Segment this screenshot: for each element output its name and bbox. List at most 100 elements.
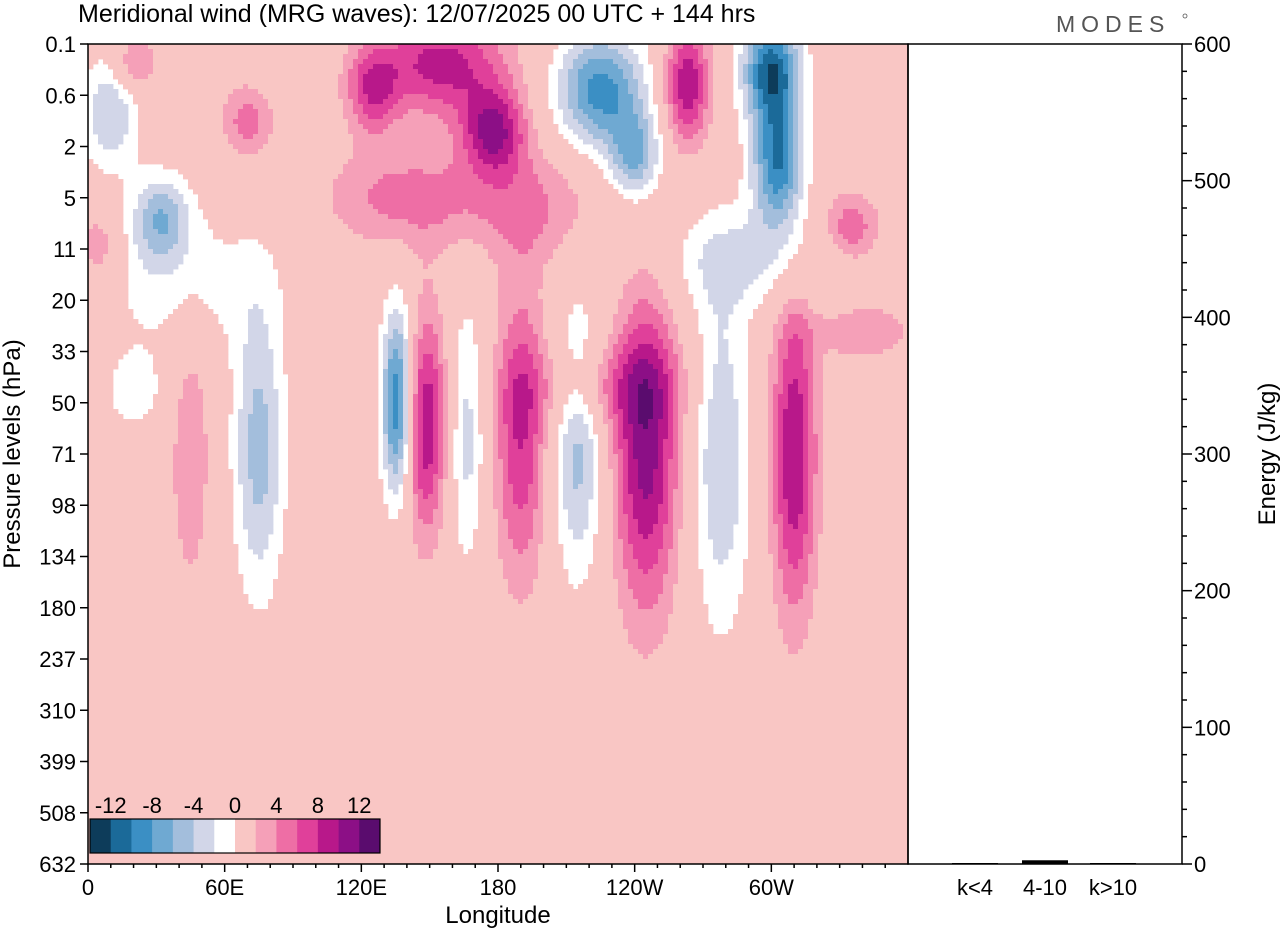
heatmap-cell: [668, 114, 674, 120]
heatmap-cell: [658, 124, 669, 130]
heatmap-cell: [393, 384, 399, 390]
heatmap-cell: [418, 429, 424, 435]
heatmap-cell: [503, 359, 509, 365]
heatmap-cell: [613, 439, 619, 445]
heatmap-cell: [513, 149, 519, 155]
heatmap-cell: [513, 429, 529, 435]
heatmap-cell: [88, 424, 179, 430]
heatmap-cell: [773, 329, 784, 335]
heatmap-cell: [678, 574, 704, 580]
heatmap-cell: [773, 459, 779, 465]
heatmap-cell: [713, 304, 734, 310]
heatmap-cell: [583, 469, 594, 475]
heatmap-cell: [783, 514, 789, 520]
heatmap-cell: [523, 599, 619, 605]
heatmap-cell: [338, 214, 389, 220]
heatmap-cell: [783, 199, 794, 205]
heatmap-cell: [178, 439, 209, 445]
heatmap-cell: [803, 489, 809, 495]
heatmap-cell: [763, 189, 774, 195]
heatmap-cell: [568, 524, 589, 530]
energy-y-tick-label: 600: [1194, 32, 1231, 57]
heatmap-cell: [738, 74, 744, 80]
heatmap-cell: [418, 424, 424, 430]
heatmap-cell: [838, 194, 864, 200]
heatmap-cell: [818, 559, 909, 565]
heatmap-cell: [613, 424, 619, 430]
heatmap-cell: [673, 509, 684, 515]
heatmap-cell: [488, 149, 499, 155]
heatmap-cell: [538, 139, 569, 145]
heatmap-cell: [668, 489, 674, 495]
heatmap-cell: [813, 334, 904, 340]
heatmap-cell: [248, 329, 269, 335]
heatmap-cell: [348, 159, 454, 165]
heatmap-cell: [478, 44, 499, 50]
heatmap-cell: [493, 359, 504, 365]
heatmap-cell: [818, 584, 909, 590]
heatmap-cell: [88, 414, 124, 420]
heatmap-cell: [288, 424, 379, 430]
heatmap-cell: [88, 619, 624, 625]
heatmap-cell: [823, 499, 909, 505]
heatmap-cell: [503, 464, 509, 470]
heatmap-cell: [503, 124, 514, 130]
heatmap-cell: [508, 104, 514, 110]
heatmap-cell: [608, 394, 614, 400]
heatmap-cell: [668, 564, 679, 570]
y-tick-label: 237: [39, 647, 76, 672]
heatmap-cell: [568, 519, 589, 525]
heatmap-cell: [763, 94, 784, 100]
heatmap-cell: [713, 114, 739, 120]
heatmap-cell: [678, 114, 699, 120]
heatmap-cell: [568, 514, 589, 520]
heatmap-cell: [88, 859, 909, 865]
heatmap-cell: [853, 254, 859, 260]
heatmap-cell: [658, 519, 669, 525]
heatmap-cell: [668, 79, 674, 85]
heatmap-cell: [383, 464, 394, 470]
heatmap-cell: [808, 574, 819, 580]
heatmap-cell: [358, 54, 369, 60]
heatmap-cell: [768, 419, 774, 425]
heatmap-cell: [548, 199, 579, 205]
heatmap-cell: [768, 369, 779, 375]
heatmap-cell: [543, 469, 559, 475]
heatmap-cell: [448, 214, 479, 220]
heatmap-cell: [748, 494, 769, 500]
heatmap-cell: [368, 94, 389, 100]
heatmap-cell: [238, 429, 249, 435]
heatmap-cell: [708, 494, 739, 500]
heatmap-cell: [288, 394, 379, 400]
heatmap-cell: [708, 519, 739, 525]
heatmap-cell: [158, 324, 224, 330]
heatmap-cell: [748, 394, 769, 400]
heatmap-cell: [768, 174, 789, 180]
heatmap-cell: [88, 584, 244, 590]
heatmap-cell: [563, 434, 589, 440]
heatmap-cell: [443, 494, 459, 500]
heatmap-cell: [543, 229, 569, 235]
heatmap-cell: [623, 549, 634, 555]
heatmap-cell: [168, 214, 179, 220]
heatmap-cell: [448, 244, 484, 250]
heatmap-cell: [248, 474, 269, 480]
heatmap-cell: [783, 369, 809, 375]
heatmap-cell: [653, 364, 664, 370]
heatmap-cell: [333, 194, 369, 200]
heatmap-cell: [493, 374, 499, 380]
heatmap-cell: [413, 249, 444, 255]
heatmap-cell: [498, 94, 509, 100]
heatmap-cell: [418, 439, 424, 445]
heatmap-cell: [453, 154, 469, 160]
heatmap-cell: [598, 499, 614, 505]
heatmap-cell: [673, 409, 679, 415]
heatmap-cell: [808, 184, 909, 190]
heatmap-cell: [673, 544, 679, 550]
heatmap-cell: [668, 484, 679, 490]
heatmap-cell: [788, 174, 794, 180]
heatmap-cell: [443, 409, 449, 415]
heatmap-cell: [423, 384, 434, 390]
heatmap-cell: [538, 414, 544, 420]
heatmap-cell: [748, 149, 754, 155]
